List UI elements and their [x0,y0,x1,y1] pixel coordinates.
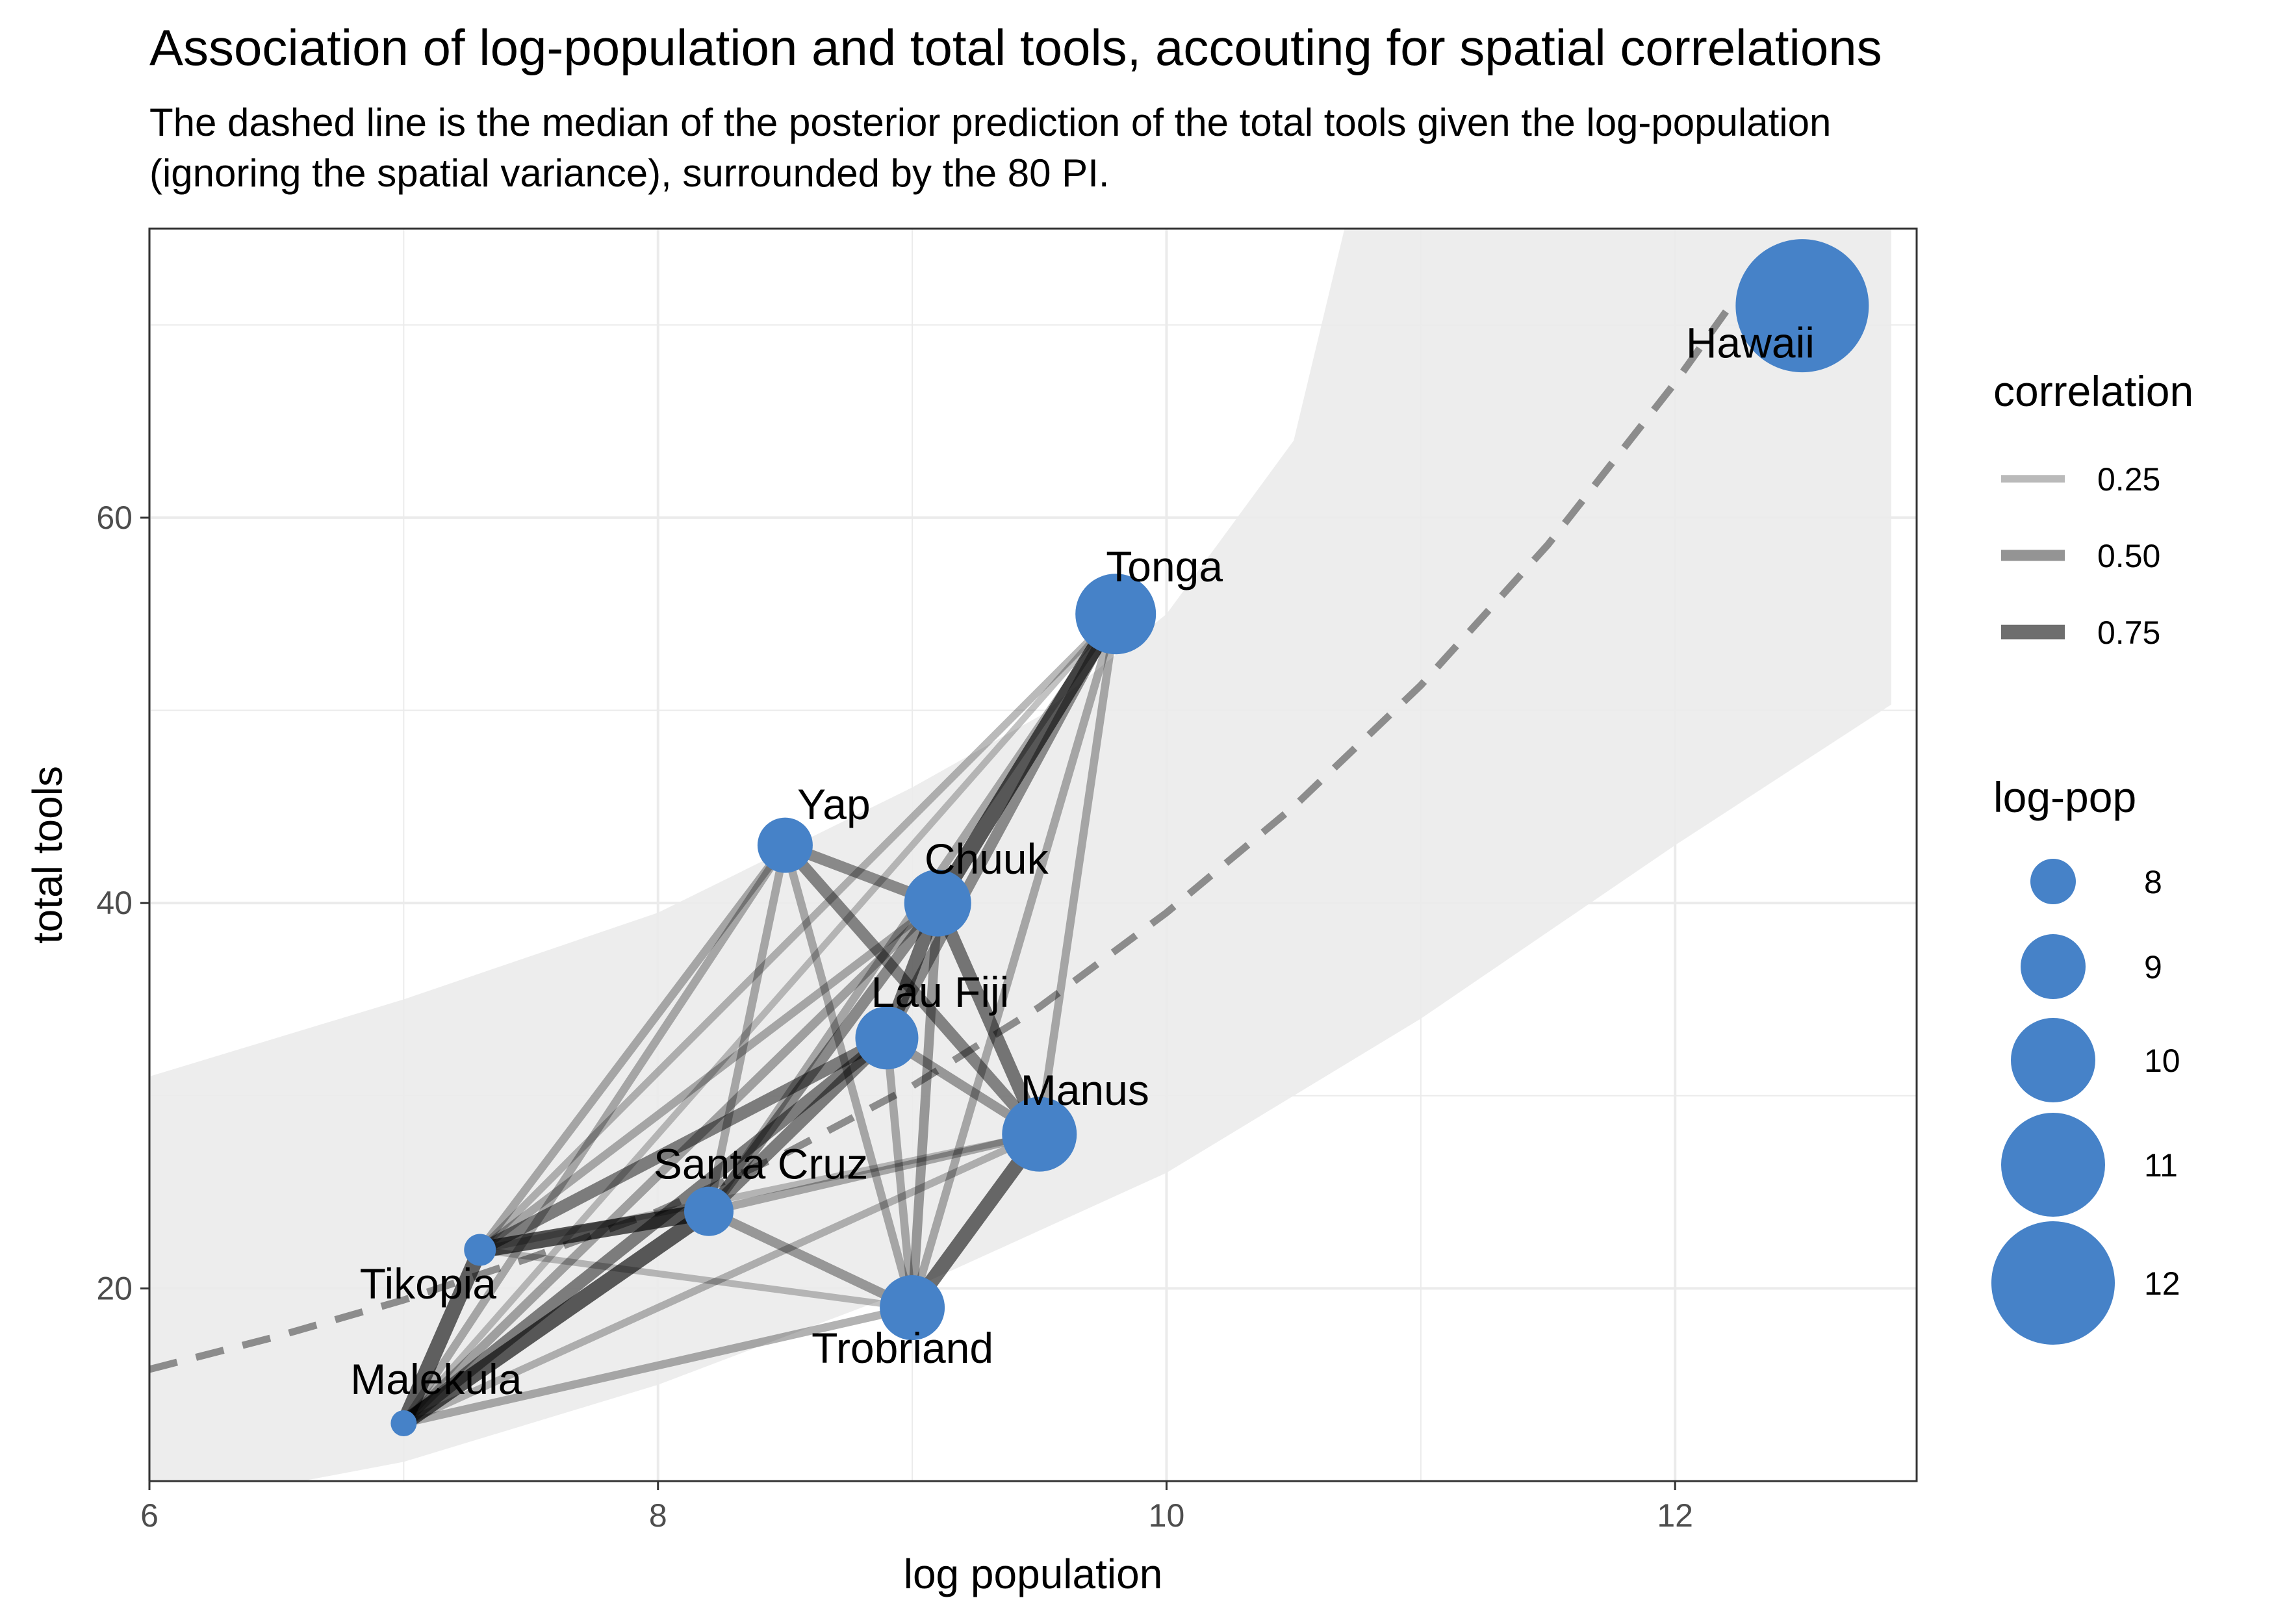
y-axis-title: total tools [24,766,71,944]
correlation-edge [400,1033,891,1428]
correlation-edge [477,900,941,1254]
point-label: Tonga [1106,542,1223,590]
legend-logpop-key [1991,1221,2115,1345]
correlation-edge [402,1303,913,1428]
correlation-edge [400,843,789,1426]
legend-layer: correlation 0.25 0.50 0.75 log-pop 8 9 10 11 12 [1991,367,2193,1345]
plot-panel-border [148,227,1918,1482]
y-tick-label: 40 [96,885,133,921]
legend-correlation-label: 0.50 [2097,538,2160,574]
legend-logpop-label: 9 [2144,949,2162,985]
correlation-edge [400,900,941,1427]
correlation-edge [401,611,1119,1426]
x-tick-label: 10 [1149,1497,1185,1534]
point-label: Trobriand [811,1324,993,1372]
island-point [855,1006,919,1070]
point-label: Yap [797,780,871,828]
x-tick-label: 8 [649,1497,667,1534]
correlation-edge [704,900,943,1215]
correlation-edge [476,843,789,1252]
point-label: Hawaii [1686,319,1815,367]
y-tick-label: 20 [96,1270,133,1306]
legend-logpop-label: 10 [2144,1043,2180,1079]
legend-logpop-key [2021,934,2086,999]
point-label: Tikopia [360,1260,497,1308]
correlation-edge [708,1130,1041,1215]
chart-subtitle: The dashed line is the median of the pos… [149,101,1832,195]
correlation-edge [479,1246,913,1312]
chart-title: Association of log-population and total … [149,19,1882,76]
legend-logpop-key [2030,859,2076,904]
edge-layer [396,609,1123,1430]
correlation-edge [907,902,943,1308]
posterior-median-line [149,309,1729,1373]
x-tick-label: 12 [1657,1497,1693,1534]
island-point [684,1186,734,1236]
island-point [1075,574,1156,655]
median-layer [149,309,1729,1373]
correlation-edge [477,611,1119,1253]
correlation-edge [479,1130,1040,1254]
point-label: Lau Fiji [871,968,1010,1016]
legend-logpop-label: 11 [2144,1147,2178,1184]
island-point [904,869,971,937]
correlation-edge [882,1037,917,1308]
island-point [1735,239,1869,373]
island-point [880,1275,945,1341]
legend-logpop-label: 8 [2144,864,2162,900]
point-label: Manus [1021,1066,1149,1114]
point-layer [390,239,1869,1437]
legend-correlation-label: 0.25 [2097,461,2160,498]
correlation-edge [477,1032,890,1256]
island-point [390,1410,417,1437]
correlation-edge [931,900,1046,1137]
legend-logpop-key [2001,1113,2105,1217]
correlation-edge [1035,613,1120,1136]
legend-logpop-key [2011,1018,2095,1102]
y-tick-label: 60 [96,500,133,536]
correlation-edge [704,1033,891,1216]
x-tick-label: 6 [140,1497,159,1534]
correlation-edge [706,1207,915,1312]
axis-layer: 6 8 10 12 20 40 60 [96,500,1693,1534]
correlation-edge [704,844,789,1213]
band-layer [149,229,1891,1481]
island-point [1002,1097,1077,1172]
point-label: Santa Cruz [654,1140,868,1188]
point-label: Chuuk [925,835,1049,883]
legend-correlation-label: 0.75 [2097,615,2160,651]
point-label: Malekula [350,1355,522,1403]
correlation-edge [478,1203,711,1258]
label-layer: Malekula Tikopia Santa Cruz Yap Lau Fiji Trob… [350,319,1815,1403]
correlation-edge [908,613,1120,1309]
prediction-interval-band [149,229,1891,1481]
correlation-edge [396,1247,487,1427]
island-point [757,817,813,873]
correlation-edge [930,609,1123,907]
legend-logpop-label: 12 [2144,1265,2180,1302]
correlation-edge [402,1130,1041,1427]
legend-logpop-title: log-pop [1993,773,2136,821]
correlation-edge [781,844,917,1309]
correlation-edge [399,1204,714,1430]
legend-correlation-title: correlation [1993,367,2193,415]
x-axis-title: log population [904,1551,1163,1597]
island-point [464,1234,496,1266]
